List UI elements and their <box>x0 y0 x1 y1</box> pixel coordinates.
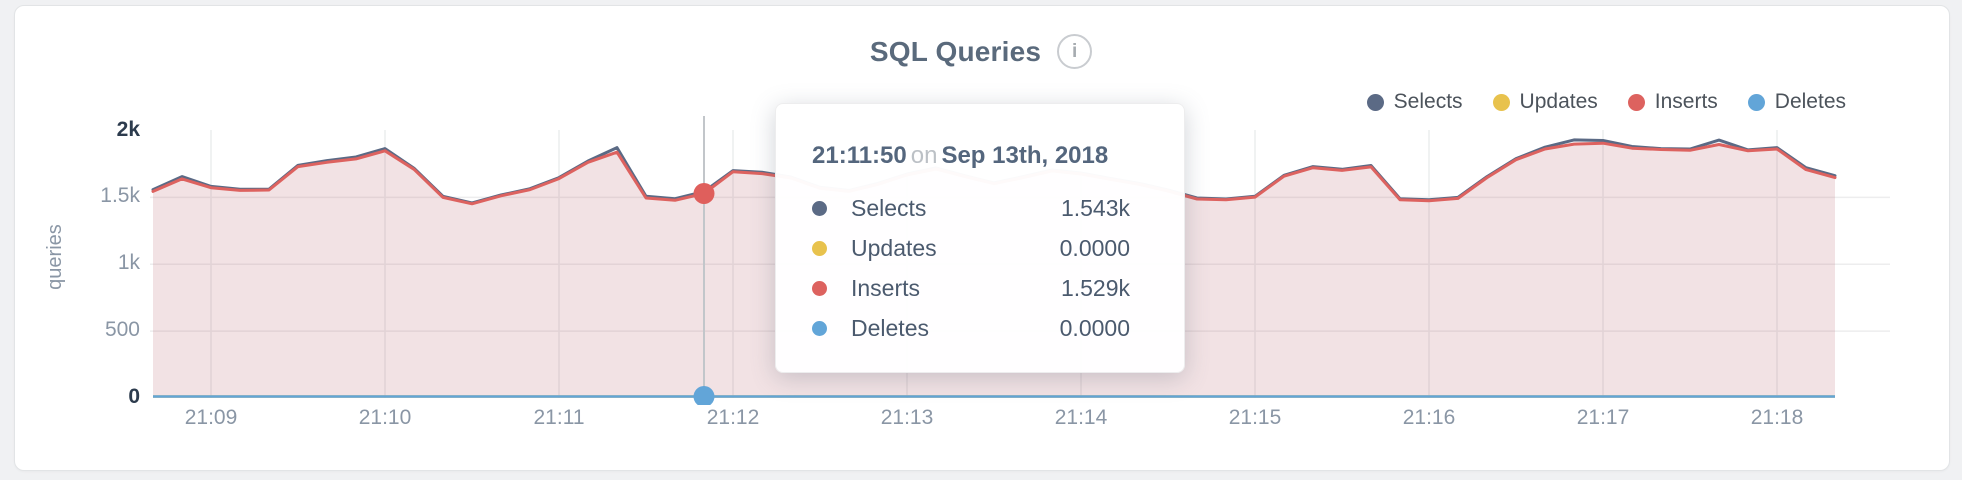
tooltip-dot-updates <box>812 240 827 256</box>
legend-label: Updates <box>1519 90 1598 113</box>
tooltip-series-value: 0.0000 <box>1059 314 1130 341</box>
legend-dot-selects <box>1366 93 1384 111</box>
y-tick-0: 0 <box>128 385 140 408</box>
tooltip-row-updates: Updates 0.0000 <box>812 228 1130 268</box>
tooltip-series-label: Updates <box>851 234 937 261</box>
x-tick-21:18: 21:18 <box>1750 406 1804 429</box>
y-tick-1k: 1k <box>117 251 140 275</box>
info-icon[interactable]: i <box>1057 34 1093 69</box>
highlight-dot-inserts[interactable] <box>693 182 715 204</box>
legend-label: Inserts <box>1654 90 1718 113</box>
tooltip-row-selects: Selects 1.543k <box>812 188 1130 228</box>
legend-item-updates[interactable]: Updates <box>1492 90 1598 114</box>
y-tick-2k: 2k <box>116 117 140 141</box>
tooltip-time: 21:11:50 <box>812 142 907 169</box>
legend-dot-deletes <box>1747 93 1765 111</box>
legend-item-deletes[interactable]: Deletes <box>1747 90 1846 114</box>
legend-label: Selects <box>1393 90 1463 113</box>
legend-label: Deletes <box>1774 90 1846 113</box>
legend-item-selects[interactable]: Selects <box>1366 90 1463 114</box>
tooltip-series-value: 1.529k <box>1060 274 1130 301</box>
tooltip-series-value: 0.0000 <box>1059 234 1130 261</box>
x-tick-21:17: 21:17 <box>1576 406 1630 429</box>
x-tick-21:11: 21:11 <box>533 406 585 429</box>
chart-header: SQL Queries i <box>0 34 1962 69</box>
x-tick-21:09: 21:09 <box>184 406 238 429</box>
y-tick-1.5k: 1.5k <box>100 184 140 208</box>
legend-dot-inserts <box>1627 93 1645 111</box>
highlight-dot-deletes[interactable] <box>693 386 715 407</box>
x-tick-21:15: 21:15 <box>1228 406 1282 429</box>
tooltip-dot-inserts <box>812 280 827 296</box>
y-tick-500: 500 <box>104 318 140 342</box>
x-tick-21:16: 21:16 <box>1402 406 1456 429</box>
tooltip-series-label: Inserts <box>851 274 921 301</box>
x-tick-21:12: 21:12 <box>706 406 760 429</box>
legend-dot-updates <box>1492 93 1510 111</box>
tooltip-timestamp: 21:11:50 on Sep 13th, 2018 <box>812 142 1184 170</box>
tooltip-date: Sep 13th, 2018 <box>941 142 1109 169</box>
tooltip-series-label: Selects <box>851 194 927 221</box>
tooltip-conjunction: on <box>910 142 938 169</box>
tooltip-dot-selects <box>812 200 827 216</box>
tooltip-rows: Selects 1.543k Updates 0.0000 Inserts 1.529k D… <box>812 188 1130 348</box>
chart-tooltip: 21:11:50 on Sep 13th, 2018 Selects 1.543k Up… <box>775 103 1185 373</box>
x-tick-21:10: 21:10 <box>358 406 412 429</box>
tooltip-row-inserts: Inserts 1.529k <box>812 268 1130 308</box>
chart-legend: Selects Updates Inserts Deletes <box>1366 90 1846 114</box>
x-tick-21:14: 21:14 <box>1054 406 1108 429</box>
chart-title: SQL Queries <box>869 35 1042 67</box>
x-tick-21:13: 21:13 <box>880 406 934 429</box>
tooltip-series-label: Deletes <box>851 314 929 341</box>
legend-item-inserts[interactable]: Inserts <box>1627 90 1718 114</box>
tooltip-row-deletes: Deletes 0.0000 <box>812 308 1130 348</box>
tooltip-dot-deletes <box>812 320 827 336</box>
tooltip-series-value: 1.543k <box>1060 194 1130 221</box>
